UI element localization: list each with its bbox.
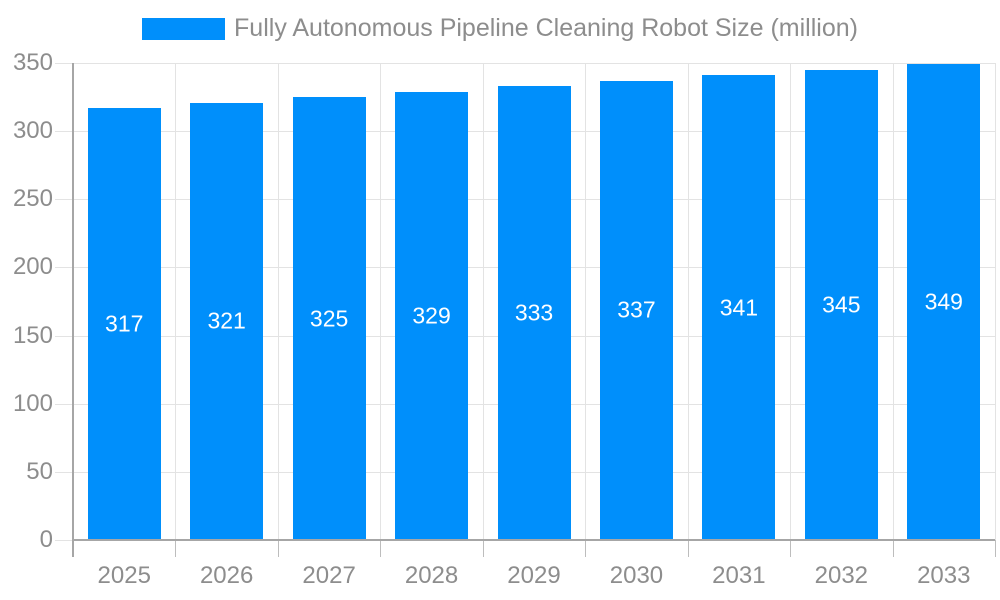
x-axis-label: 2026 — [199, 562, 254, 589]
gridline-vertical — [277, 63, 279, 540]
x-axis-tick — [482, 540, 484, 557]
x-axis-tick — [380, 540, 382, 557]
bar-value-label: 325 — [309, 305, 349, 332]
x-axis-label: 2030 — [609, 562, 664, 589]
y-axis-label: 0 — [39, 526, 53, 553]
y-axis-label: 150 — [12, 321, 53, 349]
x-axis-tick — [175, 540, 177, 557]
x-axis-tick — [790, 540, 792, 557]
gridline-vertical — [790, 63, 792, 540]
legend-swatch — [142, 17, 226, 40]
x-axis-label: 2027 — [302, 562, 356, 589]
x-axis-tick — [585, 540, 587, 557]
legend-label: Fully Autonomous Pipeline Cleaning Robot… — [234, 14, 858, 42]
x-axis-tick — [892, 540, 894, 557]
bar-value-label: 317 — [105, 310, 144, 337]
gridline-vertical — [687, 63, 689, 540]
y-axis-label: 350 — [12, 49, 53, 76]
gridline-vertical — [585, 63, 587, 540]
bar[interactable] — [702, 75, 776, 540]
y-axis-label: 300 — [12, 117, 53, 145]
bar[interactable] — [497, 86, 571, 540]
bar[interactable] — [190, 102, 264, 540]
legend-item[interactable]: Fully Autonomous Pipeline Cleaning Robot… — [0, 14, 1000, 43]
bar[interactable] — [292, 97, 366, 540]
y-axis-label: 100 — [12, 389, 53, 417]
bar-value-label: 345 — [822, 291, 861, 318]
y-axis-line — [72, 63, 74, 557]
bar[interactable] — [599, 80, 673, 540]
bar-value-label: 329 — [412, 302, 451, 329]
gridline-vertical — [380, 63, 382, 540]
x-axis-label: 2031 — [712, 562, 766, 589]
x-axis-label: 2032 — [814, 562, 869, 589]
x-axis-label: 2029 — [507, 562, 561, 589]
x-axis-label: 2033 — [917, 562, 971, 589]
y-axis-label: 50 — [26, 457, 53, 485]
x-axis-tick — [277, 540, 279, 557]
bar[interactable] — [907, 64, 981, 540]
gridline-horizontal — [55, 63, 995, 64]
x-axis-tick — [687, 540, 689, 557]
bar[interactable] — [804, 69, 878, 540]
x-axis-tick — [995, 540, 996, 557]
bar-value-label: 341 — [719, 294, 759, 321]
bar-value-label: 333 — [514, 299, 554, 326]
bar-value-label: 337 — [617, 296, 656, 323]
bar[interactable] — [87, 107, 161, 540]
x-axis-line — [72, 539, 995, 541]
x-axis-label: 2025 — [97, 562, 151, 589]
gridline-vertical — [482, 63, 484, 540]
y-axis-label: 250 — [12, 185, 53, 213]
gridline-vertical — [175, 63, 177, 540]
y-axis-label: 200 — [12, 253, 53, 281]
bar-value-label: 321 — [207, 307, 246, 334]
gridline-vertical — [995, 63, 996, 540]
x-axis-label: 2028 — [404, 562, 459, 589]
gridline-vertical — [892, 63, 894, 540]
bar-value-label: 349 — [924, 288, 963, 315]
bar[interactable] — [395, 91, 469, 540]
